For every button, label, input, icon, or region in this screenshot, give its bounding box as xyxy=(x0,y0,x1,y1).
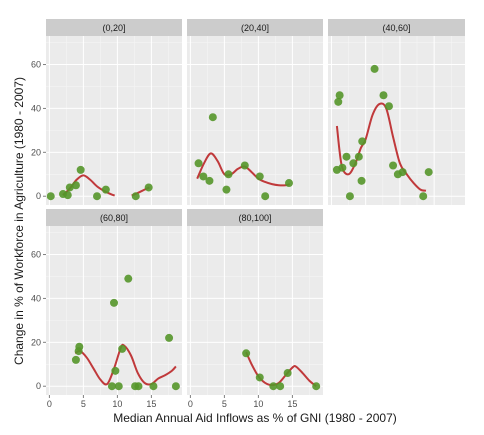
x-tick-label: 5 xyxy=(81,399,86,409)
data-point xyxy=(71,181,80,190)
facet-strip-label: (60,80] xyxy=(100,213,128,223)
data-point xyxy=(134,382,143,391)
data-point xyxy=(171,382,180,391)
facet-strip-label: (0,20] xyxy=(102,23,125,33)
data-point xyxy=(357,176,366,185)
data-point xyxy=(131,192,140,201)
y-tick-label: 20 xyxy=(31,337,41,347)
x-tick-label: 5 xyxy=(222,399,227,409)
data-point xyxy=(93,192,101,201)
x-tick-label: 15 xyxy=(287,399,297,409)
data-point xyxy=(71,355,80,364)
data-point xyxy=(424,168,433,177)
data-point xyxy=(398,168,407,177)
data-point xyxy=(101,185,110,194)
data-point xyxy=(114,382,123,391)
data-point xyxy=(199,172,208,181)
y-tick-label: 0 xyxy=(36,191,41,201)
data-point xyxy=(276,382,285,391)
data-point xyxy=(285,179,293,188)
data-point xyxy=(111,366,120,375)
facet-strip-label: (80,100] xyxy=(238,213,271,223)
data-point xyxy=(389,161,398,170)
data-point xyxy=(149,382,158,391)
facet-panels: (0,20] 0 20 40 60 (20,40] (40,60] (60,80] 0 20 40 6… xyxy=(31,19,465,409)
facet-strip-label: (40,60] xyxy=(382,23,410,33)
data-point xyxy=(118,344,127,353)
y-tick-label: 40 xyxy=(31,103,41,113)
facet-panel: (60,80] 0 20 40 60 0 5 10 15 xyxy=(31,209,182,409)
data-point xyxy=(354,152,363,161)
data-point xyxy=(345,192,354,201)
data-point xyxy=(144,183,153,192)
data-point xyxy=(107,382,116,391)
x-axis-title: Median Annual Aid Inflows as % of GNI (1… xyxy=(113,411,397,425)
data-point xyxy=(75,342,84,351)
data-point xyxy=(242,349,251,358)
y-axis-title: Change in % of Workforce in Agriculture … xyxy=(12,77,26,365)
facet-strip xyxy=(46,209,182,226)
y-tick-label: 40 xyxy=(31,293,41,303)
data-point xyxy=(334,97,343,106)
facet-panel: (80,100] 0 5 10 15 xyxy=(187,209,323,409)
data-point xyxy=(312,382,321,391)
facet-strip xyxy=(328,19,465,36)
y-tick-label: 0 xyxy=(36,381,41,391)
y-tick-label: 60 xyxy=(31,250,41,260)
data-point xyxy=(205,176,214,185)
data-point xyxy=(384,102,393,111)
facet-strip xyxy=(46,19,182,36)
data-point xyxy=(76,165,85,174)
data-point xyxy=(63,191,72,200)
facet-strip-label: (20,40] xyxy=(241,23,269,33)
data-point xyxy=(261,192,270,201)
data-point xyxy=(222,185,231,194)
data-point xyxy=(46,192,55,201)
data-point xyxy=(208,113,217,122)
data-point xyxy=(255,172,264,181)
data-point xyxy=(255,373,264,382)
x-tick-label: 10 xyxy=(253,399,263,409)
x-tick-label: 0 xyxy=(188,399,193,409)
data-point xyxy=(110,298,118,307)
data-point xyxy=(240,161,249,170)
facet-strip xyxy=(187,209,323,226)
data-point xyxy=(370,64,379,73)
data-point xyxy=(165,333,174,342)
data-point xyxy=(349,159,358,168)
x-tick-label: 10 xyxy=(112,399,122,409)
data-point xyxy=(338,163,347,172)
facet-strip xyxy=(187,19,323,36)
data-point xyxy=(224,170,233,179)
data-point xyxy=(335,91,344,100)
data-point xyxy=(283,369,292,378)
data-point xyxy=(419,192,428,201)
data-point xyxy=(342,152,351,161)
y-tick-label: 60 xyxy=(31,60,41,70)
data-point xyxy=(194,159,203,168)
data-point xyxy=(124,274,133,283)
facet-panel: (40,60] xyxy=(328,19,465,205)
facet-panel: (20,40] xyxy=(187,19,323,205)
x-tick-label: 15 xyxy=(146,399,156,409)
facet-panel: (0,20] 0 20 40 60 xyxy=(31,19,182,205)
data-point xyxy=(65,183,74,192)
x-tick-label: 0 xyxy=(47,399,52,409)
data-point xyxy=(269,382,278,391)
data-point xyxy=(358,137,367,146)
smooth-line xyxy=(335,102,427,192)
y-tick-label: 20 xyxy=(31,147,41,157)
data-point xyxy=(379,91,388,100)
